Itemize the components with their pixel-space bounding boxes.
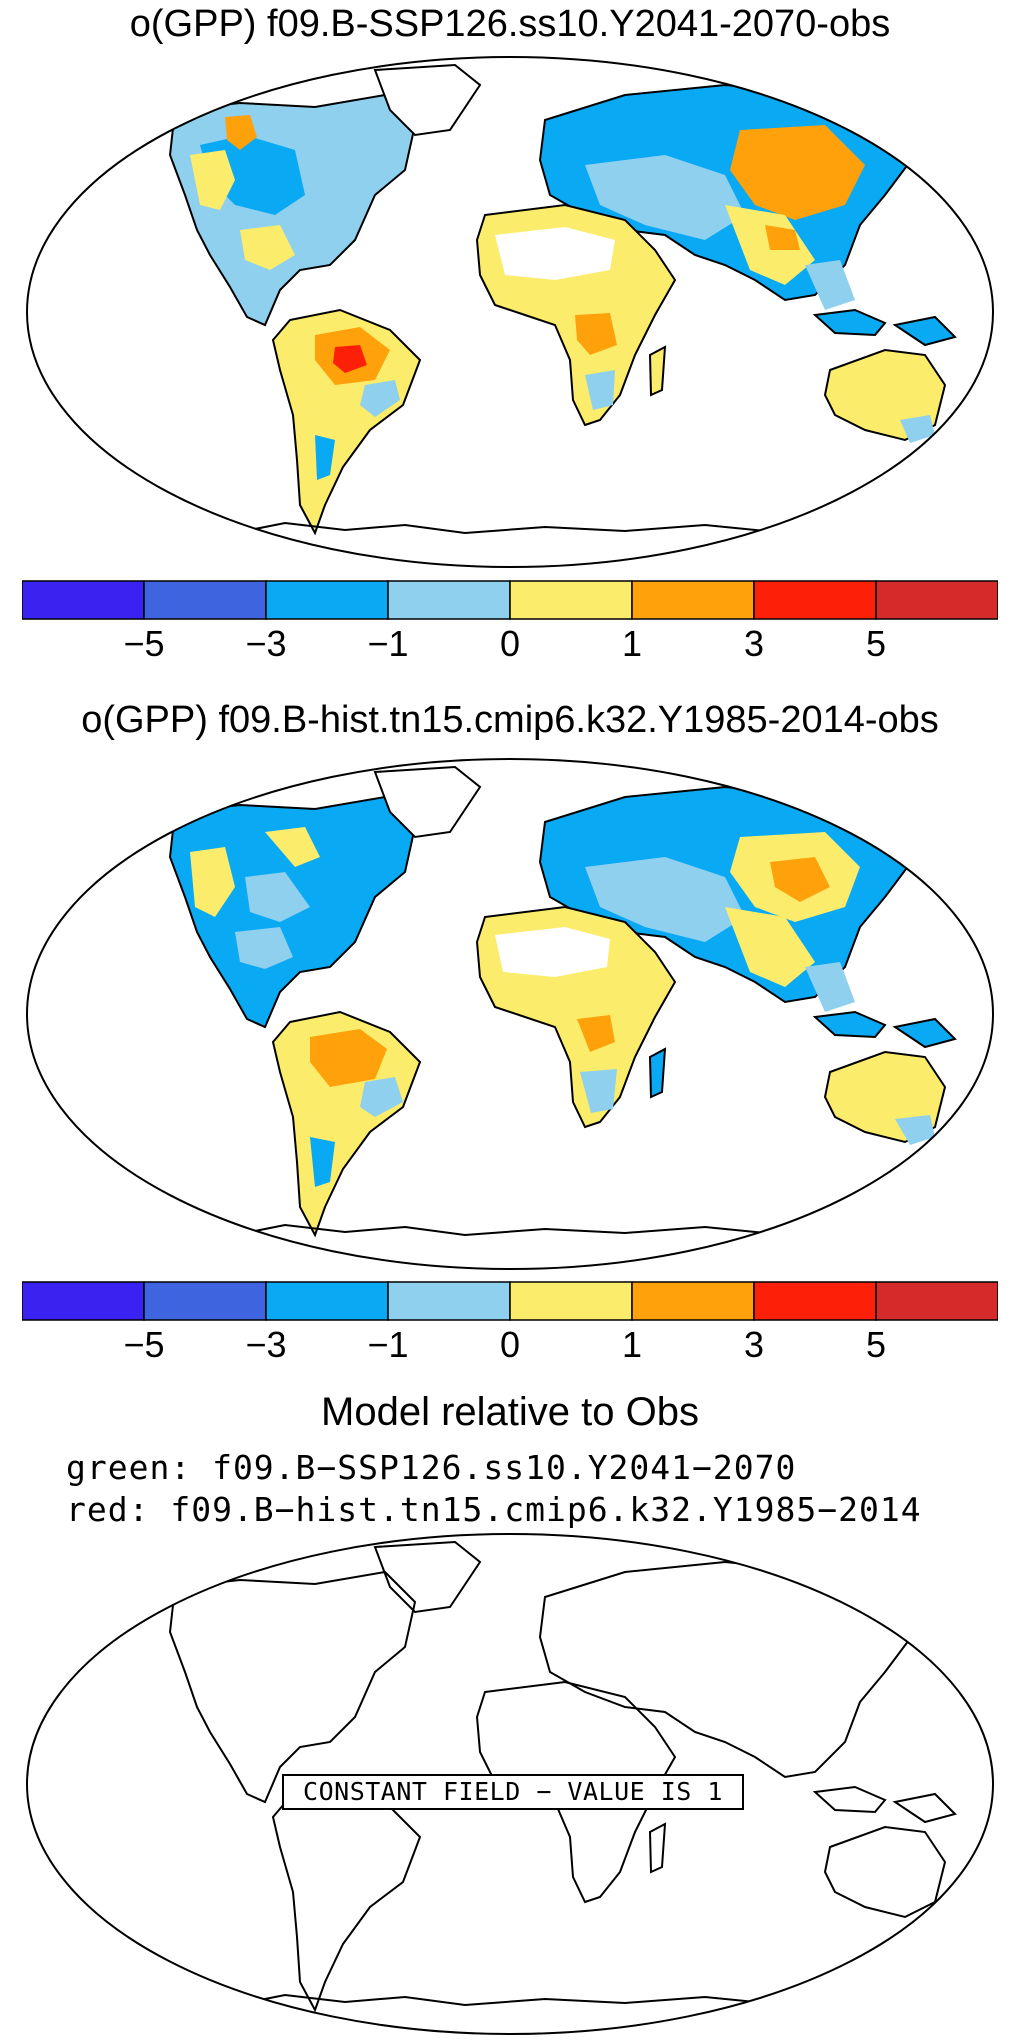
panel1-title: o(GPP) f09.B-SSP126.ss10.Y2041-2070-obs <box>129 3 891 45</box>
panel2-map <box>26 758 994 1270</box>
colorbar-swatch <box>387 580 511 620</box>
colorbar-swatch <box>265 1281 389 1321</box>
south-america <box>271 308 422 536</box>
panel2-field <box>168 765 957 1248</box>
panel1-colorbar-ticks: −5 −3 −1 0 1 3 5 <box>22 623 998 667</box>
red-legend-line: red: f09.B−hist.tn15.cmip6.k32.Y1985−201… <box>66 1490 922 1529</box>
tick-label: 1 <box>621 623 643 664</box>
south-america <box>271 1010 422 1238</box>
green-legend-line: green: f09.B−SSP126.ss10.Y2041−2070 <box>66 1448 797 1487</box>
constant-field-label: CONSTANT FIELD − VALUE IS 1 <box>282 1774 744 1810</box>
colorbar-swatch <box>387 1281 511 1321</box>
colorbar-swatch <box>631 580 755 620</box>
tick-label: −3 <box>245 623 287 664</box>
colorbar-swatch <box>143 1281 267 1321</box>
colorbar-swatch <box>753 580 877 620</box>
north-america <box>168 93 417 327</box>
tick-label: −1 <box>367 623 409 664</box>
tick-label: 3 <box>743 1324 765 1365</box>
colorbar-swatch <box>753 1281 877 1321</box>
tick-label: 0 <box>499 1324 521 1365</box>
panel1-field <box>168 63 957 546</box>
tick-label: −1 <box>367 1324 409 1365</box>
colorbar-swatch <box>509 1281 633 1321</box>
panel2-colorbar-ticks: −5 −3 −1 0 1 3 5 <box>22 1324 998 1368</box>
tick-label: 1 <box>621 1324 643 1365</box>
tick-label: −5 <box>123 1324 165 1365</box>
panel3-map <box>26 1533 994 2035</box>
tick-label: −5 <box>123 623 165 664</box>
colorbar-swatch <box>265 580 389 620</box>
panel2-colorbar <box>22 1281 998 1321</box>
colorbar-swatch <box>875 580 998 620</box>
tick-label: 5 <box>865 623 887 664</box>
colorbar-swatch <box>143 580 267 620</box>
tick-label: 5 <box>865 1324 887 1365</box>
comparison-heading: Model relative to Obs <box>321 1390 699 1434</box>
colorbar-swatch <box>22 1281 145 1321</box>
panel2-title: o(GPP) f09.B-hist.tn15.cmip6.k32.Y1985-2… <box>81 699 939 741</box>
panel1-colorbar <box>22 580 998 620</box>
tick-label: −3 <box>245 1324 287 1365</box>
colorbar-swatch <box>509 580 633 620</box>
tick-label: 0 <box>499 623 521 664</box>
colorbar-swatch <box>875 1281 998 1321</box>
tick-label: 3 <box>743 623 765 664</box>
colorbar-swatch <box>22 580 145 620</box>
colorbar-swatch <box>631 1281 755 1321</box>
panel1-map <box>26 56 994 568</box>
